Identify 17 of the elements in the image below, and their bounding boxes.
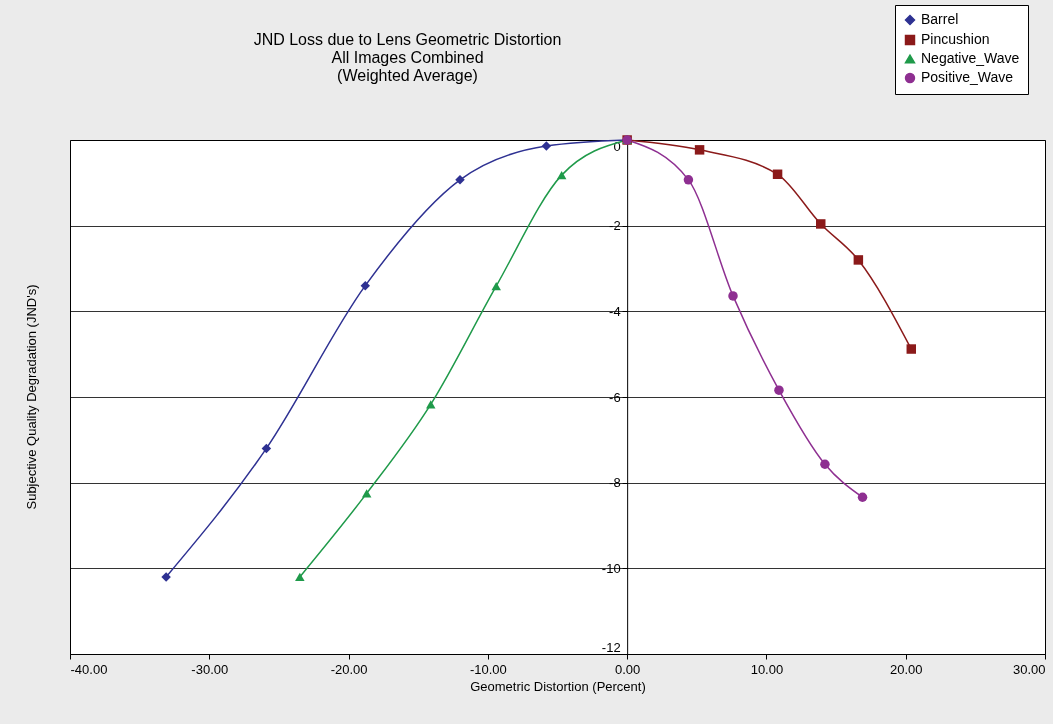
legend-label: Pincushion (921, 31, 990, 47)
x-axis-title: Geometric Distortion (Percent) (470, 678, 646, 694)
x-tick-label: -20.00 (330, 661, 368, 677)
x-tick-label: -10.00 (469, 661, 507, 677)
chart-subtitle: All Images Combined (Weighted Average) (331, 49, 484, 84)
x-tick-label: 30.00 (1012, 661, 1046, 677)
x-tick-label: -30.00 (191, 661, 229, 677)
x-tick-label: 20.00 (889, 661, 923, 677)
legend-label: Negative_Wave (921, 50, 1020, 66)
legend-label: Positive_Wave (921, 69, 1014, 85)
x-tick-label: -40.00 (70, 661, 108, 677)
x-tick-label: 10.00 (750, 661, 784, 677)
legend-label: Barrel (921, 11, 959, 27)
chart-title: JND Loss due to Lens Geometric Distortion (253, 31, 562, 48)
x-tick-label: 0.00 (614, 661, 641, 677)
y-tick-label: -12 (601, 639, 621, 655)
y-axis-title: Subjective Quality Degradation (JND's) (24, 284, 39, 510)
